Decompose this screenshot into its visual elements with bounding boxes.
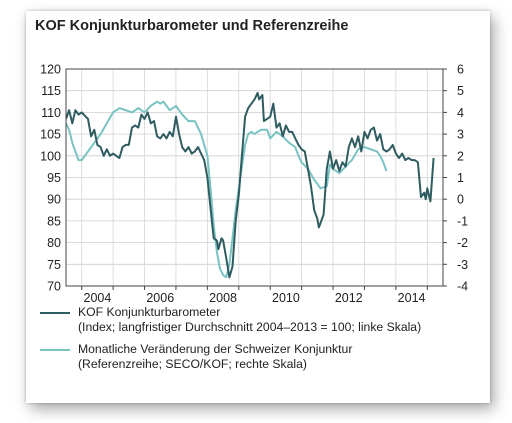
left-tick-label: 110 — [41, 106, 61, 120]
right-tick-label: 1 — [457, 171, 464, 185]
right-tick-label: 5 — [457, 84, 464, 98]
right-tick-label: 4 — [457, 106, 464, 120]
right-tick-label: 2 — [457, 149, 464, 163]
legend-label-kof: KOF Konjunkturbarometer — [78, 305, 421, 320]
x-tick-label: 2006 — [146, 291, 174, 305]
x-tick-label: 2010 — [272, 291, 300, 305]
right-tick-label: 3 — [457, 128, 464, 142]
x-tick-label: 2004 — [84, 291, 112, 305]
left-tick-label: 75 — [47, 258, 61, 272]
left-tick-label: 85 — [47, 214, 61, 228]
legend-swatch-kof — [40, 312, 70, 314]
left-tick-label: 100 — [40, 149, 61, 163]
legend-sublabel-reference: (Referenzreihe; SECO/KOF; rechte Skala) — [78, 357, 421, 372]
x-tick-label: 2012 — [335, 291, 363, 305]
right-tick-label: 0 — [457, 193, 464, 207]
right-axis-ticks: 6 5 4 3 2 1 0 -1 -2 -3 -4 — [443, 63, 468, 294]
x-tick-label: 2008 — [209, 291, 237, 305]
x-axis-ticks: 2004 2006 2008 2010 2012 2014 — [82, 286, 428, 305]
legend-swatch-reference — [40, 349, 70, 351]
left-tick-label: 90 — [47, 193, 61, 207]
series-layer — [66, 93, 434, 277]
x-tick-label: 2014 — [398, 291, 426, 305]
grid-lines — [66, 69, 443, 286]
legend-item-reference: Monatliche Veränderung der Schweizer Kon… — [40, 342, 421, 372]
left-tick-label: 80 — [47, 236, 61, 250]
right-tick-label: 6 — [457, 63, 464, 77]
right-tick-label: -1 — [457, 214, 468, 228]
left-tick-label: 105 — [40, 128, 61, 142]
left-axis-ticks: 120 115 110 105 100 95 90 85 80 75 70 — [40, 63, 61, 294]
left-tick-label: 70 — [47, 280, 61, 294]
left-tick-label: 95 — [47, 171, 61, 185]
right-tick-label: -2 — [457, 236, 468, 250]
left-tick-label: 115 — [41, 84, 61, 98]
right-tick-label: -4 — [457, 280, 468, 294]
legend-sublabel-kof: (Index; langfristiger Durchschnitt 2004–… — [78, 320, 421, 335]
legend: KOF Konjunkturbarometer (Index; langfris… — [40, 305, 421, 379]
left-tick-label: 120 — [40, 63, 61, 77]
series-line-reference — [66, 102, 387, 278]
legend-item-kof: KOF Konjunkturbarometer (Index; langfris… — [40, 305, 421, 335]
legend-label-reference: Monatliche Veränderung der Schweizer Kon… — [78, 342, 421, 357]
series-line-kof-barometer — [66, 93, 434, 277]
right-tick-label: -3 — [457, 258, 468, 272]
